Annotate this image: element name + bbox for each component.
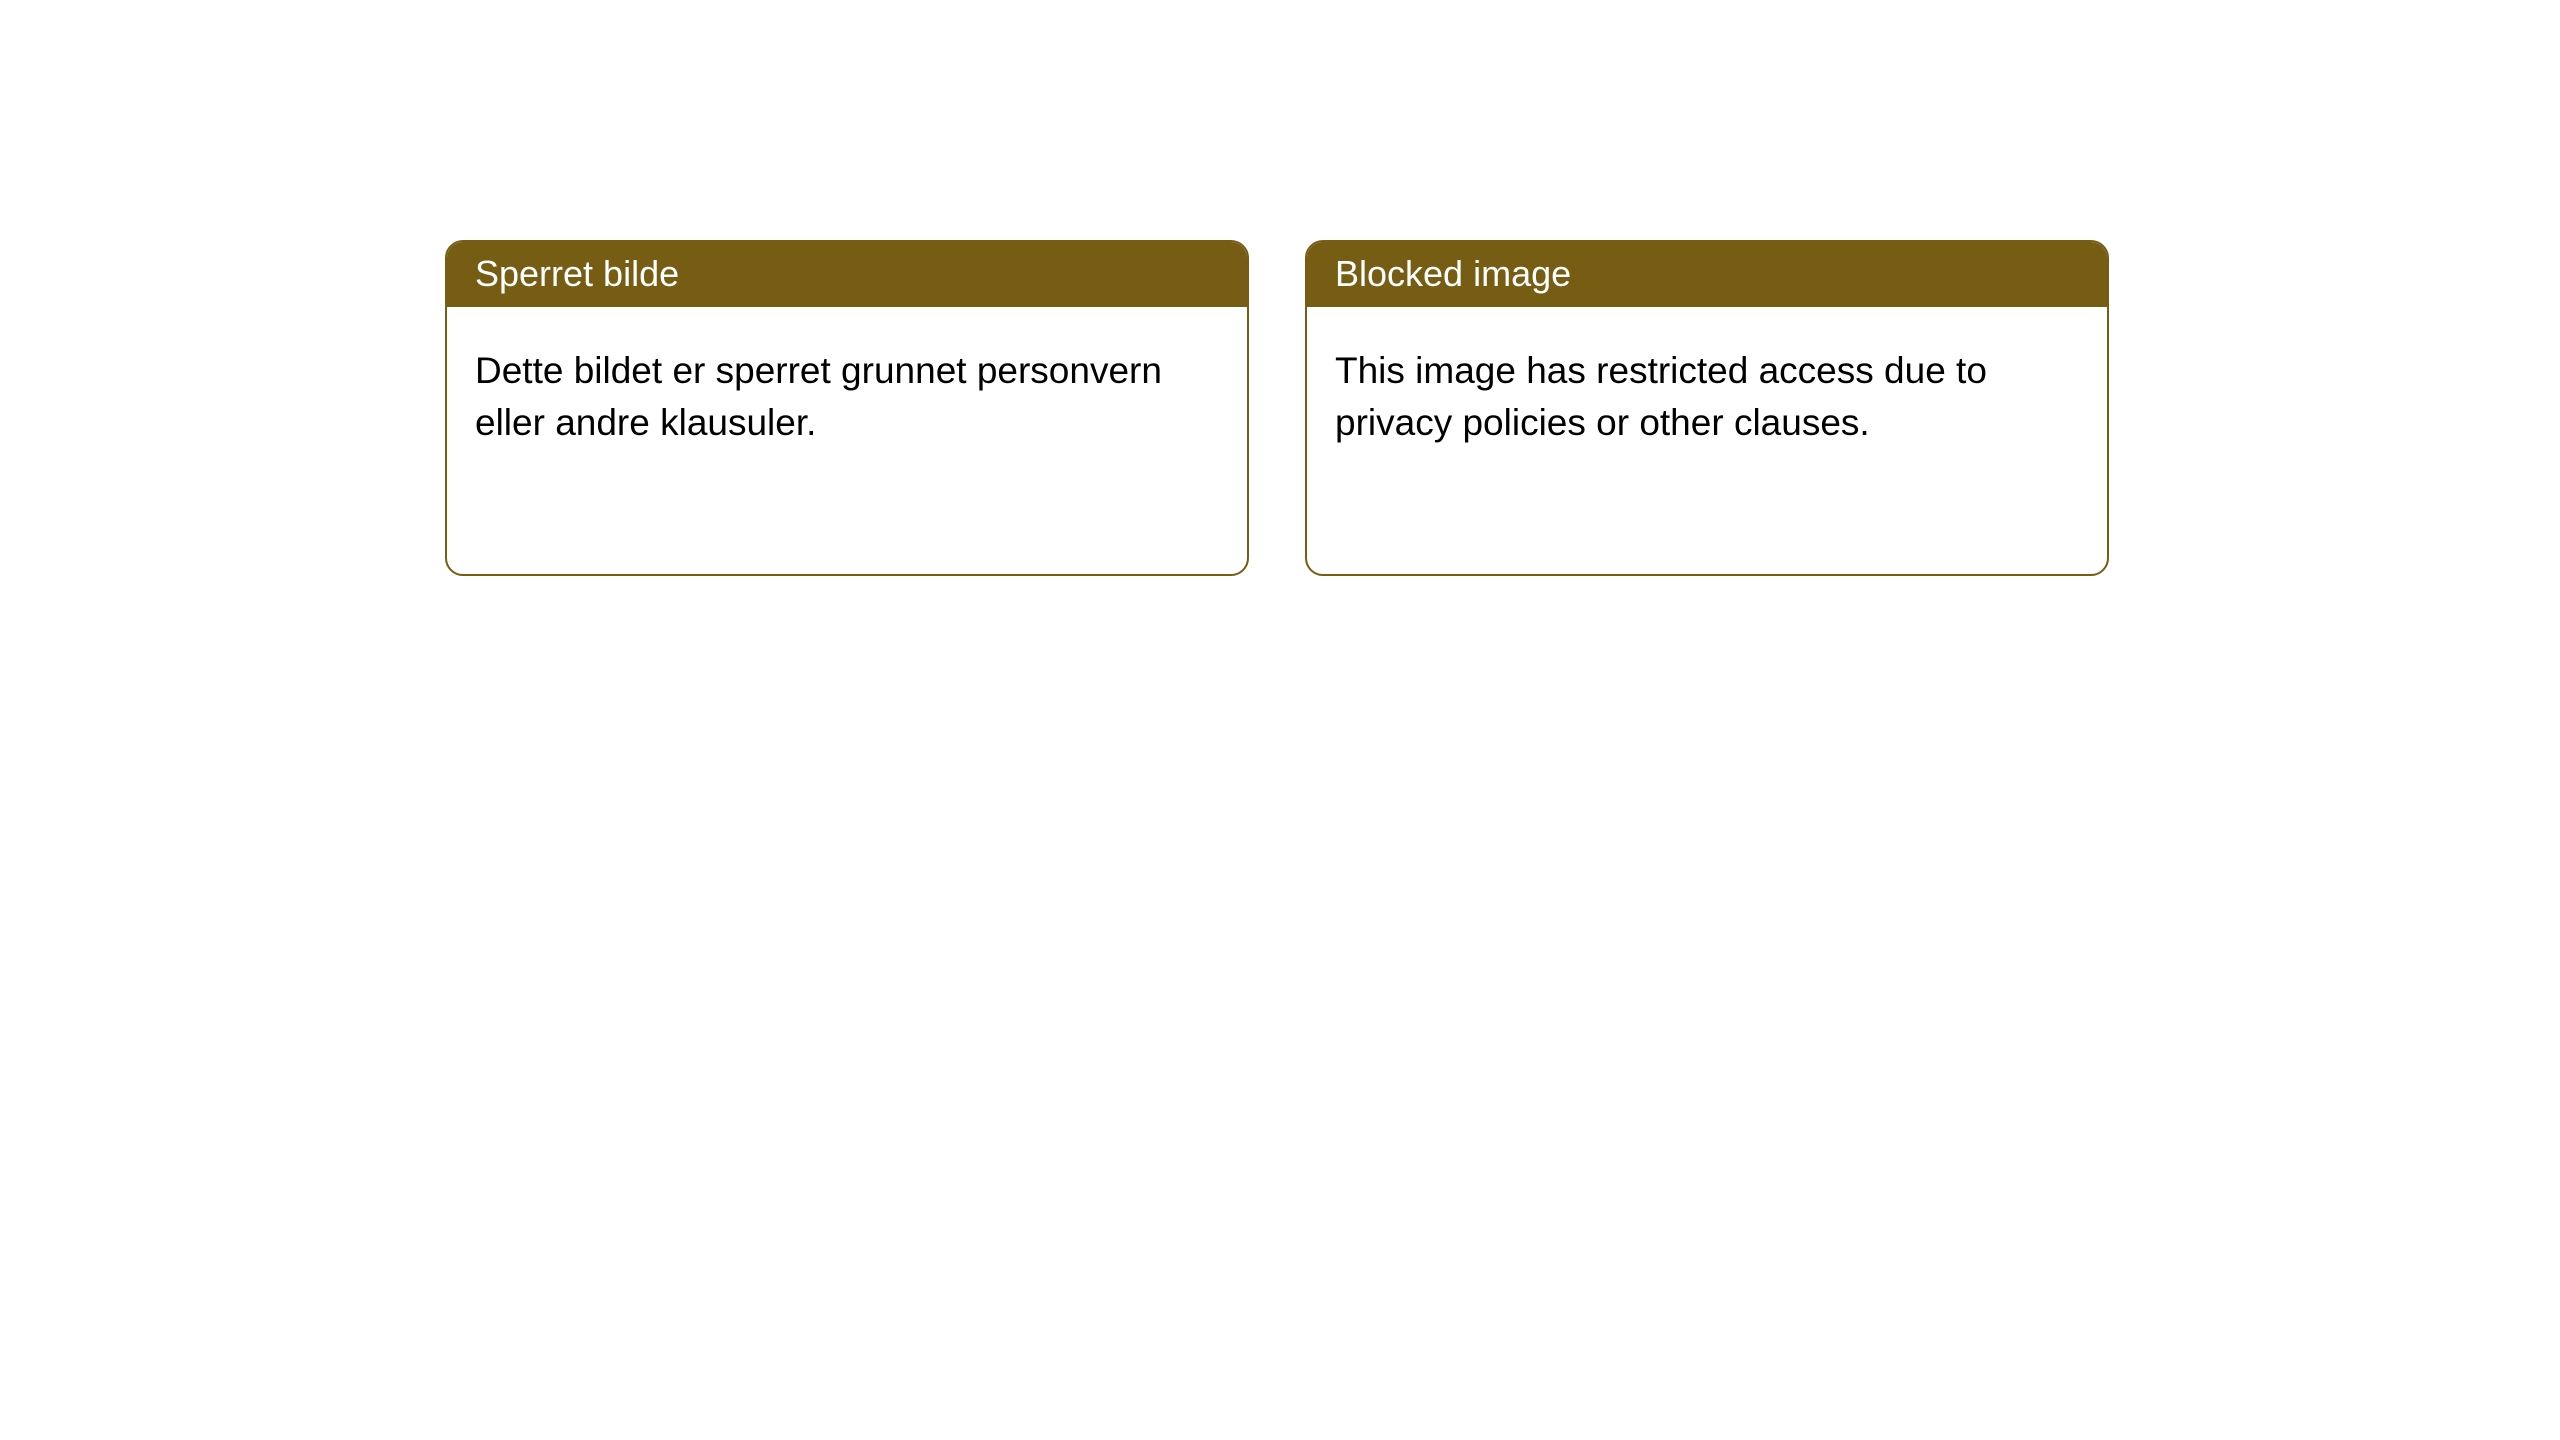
card-header: Blocked image — [1307, 242, 2107, 307]
card-header: Sperret bilde — [447, 242, 1247, 307]
card-body-text: This image has restricted access due to … — [1335, 350, 1987, 443]
card-body-text: Dette bildet er sperret grunnet personve… — [475, 350, 1162, 443]
notice-card-norwegian: Sperret bilde Dette bildet er sperret gr… — [445, 240, 1249, 576]
card-body: This image has restricted access due to … — [1307, 307, 2107, 487]
card-title: Sperret bilde — [475, 253, 679, 294]
notice-container: Sperret bilde Dette bildet er sperret gr… — [0, 0, 2560, 576]
card-title: Blocked image — [1335, 253, 1571, 294]
notice-card-english: Blocked image This image has restricted … — [1305, 240, 2109, 576]
card-body: Dette bildet er sperret grunnet personve… — [447, 307, 1247, 487]
